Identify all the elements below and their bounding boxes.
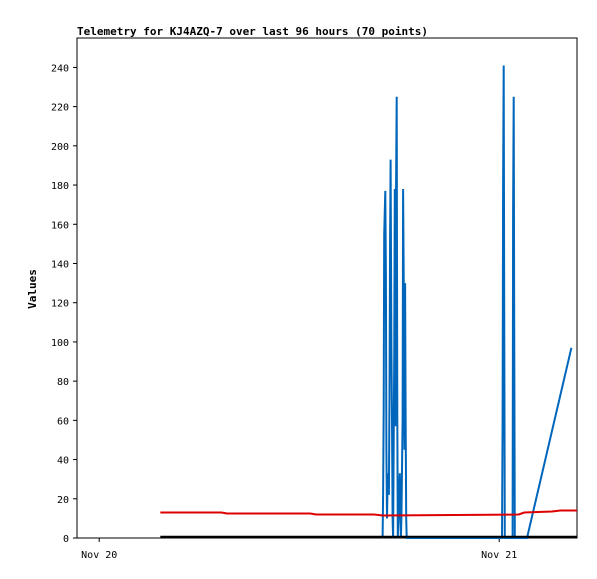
y-tick-label: 140 [51,259,69,270]
x-tick-label: Nov 21 [481,550,517,561]
y-tick-label: 120 [51,299,69,310]
chart-title: Telemetry for KJ4AZQ-7 over last 96 hour… [77,25,428,38]
y-tick-label: 180 [51,181,69,192]
plot-frame [76,37,578,539]
y-tick-label: 20 [57,495,69,506]
series-line-2 [160,509,577,517]
x-tick-label: Nov 20 [81,550,117,561]
series-lines [160,65,577,539]
y-axis-label: Values [26,269,39,309]
y-tick-label: 40 [57,456,69,467]
y-axis-ticks: 0 20 40 60 80 100 120 140 160 180 200 220 240 [51,63,77,545]
y-tick-label: 0 [63,534,69,545]
series-line-1 [381,65,573,539]
y-tick-label: 160 [51,220,69,231]
x-axis-ticks: Nov 20 Nov 21 [81,538,517,561]
y-tick-label: 80 [57,377,69,388]
y-tick-label: 100 [51,338,69,349]
y-tick-label: 240 [51,63,69,74]
y-tick-label: 60 [57,416,69,427]
y-tick-label: 220 [51,103,69,114]
y-tick-label: 200 [51,142,69,153]
